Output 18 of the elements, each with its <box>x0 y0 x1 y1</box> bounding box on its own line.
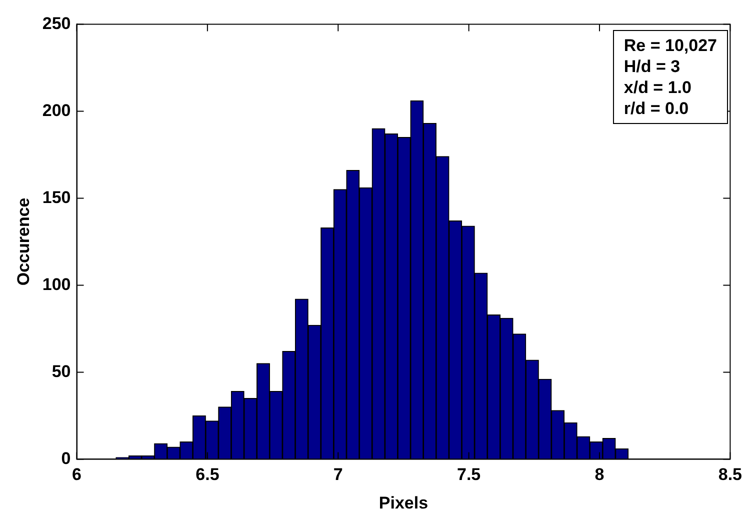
y-tick-label: 50 <box>52 362 71 381</box>
x-tick-label: 6.5 <box>196 465 220 484</box>
x-tick-label: 6 <box>72 465 82 484</box>
x-tick-label: 8.5 <box>718 465 742 484</box>
x-axis-title: Pixels <box>378 493 428 512</box>
x-tick-label: 8 <box>594 465 604 484</box>
y-tick-label: 250 <box>42 14 71 33</box>
y-tick-label: 0 <box>61 448 71 468</box>
annotation: Re = 10,027 <box>624 35 717 56</box>
annotation: x/d = 1.0 <box>624 77 692 98</box>
y-axis-title: Occurence <box>14 198 33 286</box>
x-tick-label: 7.5 <box>456 465 481 484</box>
annotation: H/d = 3 <box>624 56 682 77</box>
annotation: r/d = 0.0 <box>624 98 690 119</box>
y-tick-label: 100 <box>42 274 71 294</box>
x-tick-label: 7 <box>333 465 343 484</box>
y-tick-label: 200 <box>42 100 71 120</box>
y-tick-label: 150 <box>42 188 71 207</box>
